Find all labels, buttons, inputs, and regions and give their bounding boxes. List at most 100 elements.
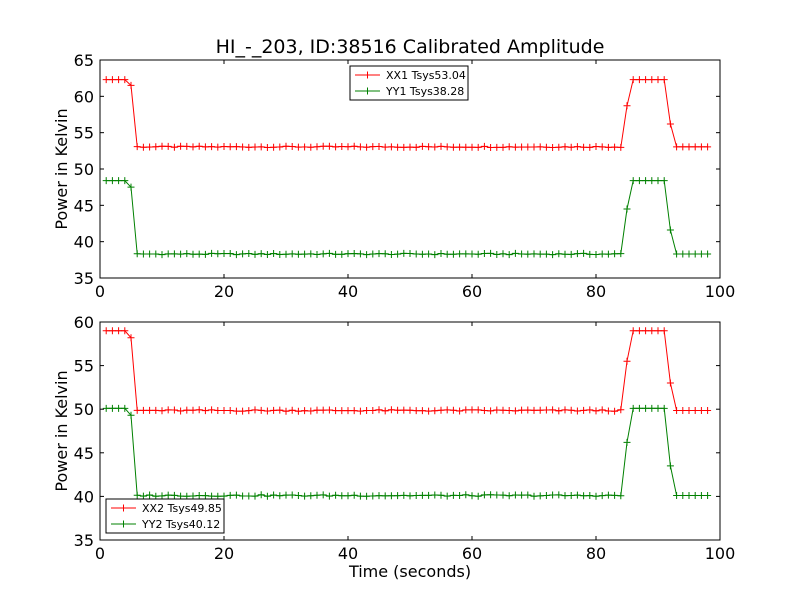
bottom-legend-label-0: XX2 Tsys49.85: [142, 502, 222, 515]
bottom-legend: XX2 Tsys49.85 YY2 Tsys40.12: [105, 498, 225, 534]
top-series-1-point: [356, 250, 364, 258]
bottom-series-0-point: [518, 406, 526, 414]
bottom-series-0-point: [313, 406, 321, 414]
top-series-0-point: [139, 143, 147, 151]
bottom-series-1-point: [363, 492, 371, 500]
top-series-1-point: [251, 250, 259, 258]
bottom-series-1-point: [133, 491, 141, 499]
bottom-series-0-point: [356, 407, 364, 415]
top-series-0-point: [443, 143, 451, 151]
bottom-series-1-point: [431, 491, 439, 499]
bottom-series-1-point: [697, 492, 705, 500]
bottom-x-tick-label: 20: [214, 544, 234, 563]
top-series-0-point: [431, 143, 439, 151]
bottom-series-0-point: [183, 406, 191, 414]
bottom-series-0-point: [536, 406, 544, 414]
bottom-series-0-point: [456, 407, 464, 415]
bottom-y-tick-label: 40: [74, 487, 94, 506]
top-series-1-point: [505, 251, 513, 259]
bottom-series-1-point: [208, 492, 216, 500]
top-series-0-point: [214, 143, 222, 151]
bottom-x-tick-label: 40: [338, 544, 358, 563]
bottom-series-0-point: [611, 407, 619, 415]
top-series-0-point: [518, 143, 526, 151]
top-series-1-point: [611, 250, 619, 258]
top-series-0-point: [555, 143, 563, 151]
top-series-1-point: [263, 250, 271, 258]
bottom-subplot: 0 20 40 60 80 100 35 40 45 50 55 60 Power in Kelvin…: [52, 313, 735, 563]
bottom-series-0-point: [127, 334, 135, 342]
bottom-series-1-point: [418, 491, 426, 499]
top-x-tick-label: 100: [705, 282, 736, 301]
bottom-series-0-point: [418, 407, 426, 415]
bottom-series-0-point: [344, 407, 352, 415]
bottom-series-0-point: [493, 406, 501, 414]
top-series-1-point: [697, 250, 705, 258]
top-series-0-point: [685, 143, 693, 151]
top-series-1-point: [518, 250, 526, 258]
top-series-1-point: [139, 250, 147, 258]
bottom-series-0-point: [549, 406, 557, 414]
bottom-series-1-point: [108, 404, 116, 412]
bottom-series-0-point: [573, 407, 581, 415]
top-series-0-point: [697, 143, 705, 151]
top-series-1-point: [338, 250, 346, 258]
bottom-series-0-point: [195, 406, 203, 414]
top-series-1-point: [164, 250, 172, 258]
top-series-1-point: [654, 177, 662, 185]
bottom-series-1-point: [232, 491, 240, 499]
bottom-series-1-point: [561, 492, 569, 500]
top-series-0-point: [319, 142, 327, 150]
bottom-series-0-point: [121, 327, 129, 335]
top-series-0-point: [480, 142, 488, 150]
bottom-series-1-point: [524, 491, 532, 499]
top-series-1-point: [226, 250, 234, 258]
bottom-series-1-point: [536, 492, 544, 500]
top-series-1-point: [319, 250, 327, 258]
bottom-series-0-point: [133, 406, 141, 414]
top-series-0-point: [629, 76, 637, 84]
bottom-series-0-point: [208, 406, 216, 414]
top-series-1-point: [468, 250, 476, 258]
bottom-series-1-point: [400, 491, 408, 499]
top-series-1-point: [158, 251, 166, 259]
bottom-series-0-point: [425, 407, 433, 415]
bottom-series-1-point: [443, 492, 451, 500]
top-series-1-point: [177, 250, 185, 258]
bottom-series-0-point: [307, 407, 315, 415]
bottom-series-0-point: [449, 406, 457, 414]
bottom-series-1-point: [102, 404, 110, 412]
top-y-tick-label: 50: [74, 160, 94, 179]
top-series-1-point: [325, 249, 333, 257]
bottom-series-0-point: [679, 407, 687, 415]
bottom-series-1-point: [437, 491, 445, 499]
bottom-series-1-point: [691, 492, 699, 500]
bottom-series-0-point: [332, 407, 340, 415]
top-series-0-point: [673, 143, 681, 151]
bottom-x-tick-label: 100: [705, 544, 736, 563]
bottom-series-1-point: [189, 492, 197, 500]
bottom-plot-ticks: 0 20 40 60 80 100 35 40 45 50 55 60: [74, 313, 736, 563]
top-series-0-point: [418, 142, 426, 150]
bottom-series-0-point: [629, 327, 637, 335]
top-series-1-point: [363, 251, 371, 259]
bottom-series-0-point: [499, 406, 507, 414]
top-series-1-point: [152, 250, 160, 258]
bottom-series-1-point: [369, 492, 377, 500]
top-y-tick-label: 35: [74, 269, 94, 288]
bottom-series-0-point: [102, 327, 110, 335]
top-series-1-point: [474, 250, 482, 258]
top-legend-label-1: YY1 Tsys38.28: [385, 85, 464, 98]
bottom-series-0-point: [263, 407, 271, 415]
top-legend: XX1 Tsys53.04 YY1 Tsys38.28: [349, 65, 469, 101]
top-series-0-point: [239, 143, 247, 151]
bottom-series-0-point: [685, 407, 693, 415]
bottom-series-0-point: [177, 407, 185, 415]
bottom-series-0-point: [586, 406, 594, 414]
top-series-1-point: [400, 249, 408, 257]
top-series-1-point: [617, 250, 625, 258]
bottom-series-1-point: [518, 491, 526, 499]
top-series-1-point: [499, 250, 507, 258]
top-series-1-point: [313, 251, 321, 259]
top-series-1-point: [214, 250, 222, 258]
